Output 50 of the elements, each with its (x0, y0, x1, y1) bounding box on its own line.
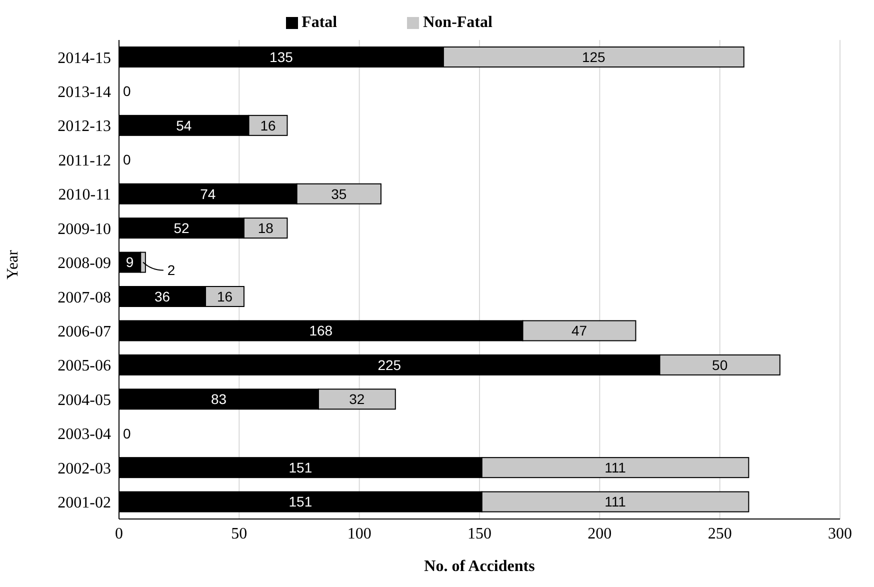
x-tick-label: 300 (828, 525, 852, 542)
y-tick-label: 2006-07 (58, 324, 111, 340)
y-axis-title: Year (4, 249, 22, 280)
x-axis-title: No. of Accidents (424, 558, 535, 575)
x-tick-label: 150 (468, 525, 492, 542)
y-tick-label: 2010-11 (58, 186, 111, 204)
data-label: 125 (582, 48, 606, 65)
data-label: 0 (123, 425, 131, 442)
y-tick-label: 2013-14 (58, 84, 111, 101)
data-label: 9 (126, 254, 134, 270)
data-label: 111 (604, 494, 626, 510)
data-label: 0 (123, 152, 131, 168)
data-label: 32 (349, 391, 365, 408)
x-tick-label: 0 (115, 525, 123, 542)
y-tick-label: 2014-15 (58, 50, 111, 67)
data-label: 168 (309, 322, 333, 339)
y-tick-label: 2005-06 (58, 358, 111, 375)
y-tick-label: 2009-10 (58, 220, 111, 238)
x-tick-label: 200 (588, 525, 612, 542)
y-tick-label: 2001-02 (58, 494, 111, 512)
x-tick-label: 50 (231, 525, 248, 542)
data-label: 225 (378, 356, 402, 373)
y-tick-label: 2003-04 (58, 426, 111, 444)
y-tick-label: 2011-12 (58, 152, 111, 170)
data-label: 151 (288, 459, 312, 476)
data-label: 2 (167, 262, 176, 278)
data-label: 111 (604, 459, 626, 476)
y-tick-label: 2002-03 (58, 460, 111, 478)
data-label: 16 (260, 117, 276, 134)
data-label: 16 (216, 288, 233, 304)
y-tick-label: 2008-09 (58, 255, 111, 272)
data-label: 35 (331, 186, 347, 202)
data-label: 47 (571, 322, 588, 339)
y-tick-label: 2004-05 (58, 392, 111, 409)
x-tick-label: 100 (347, 525, 372, 542)
x-tick-label: 250 (708, 525, 732, 542)
data-label: 135 (270, 48, 294, 65)
y-tick-label: 2007-08 (58, 289, 111, 306)
data-label: 74 (200, 186, 216, 202)
data-label: 151 (288, 494, 312, 510)
legend-label: Fatal (302, 14, 338, 31)
data-label: 83 (210, 391, 227, 408)
data-label: 52 (174, 220, 190, 236)
data-label: 18 (258, 220, 274, 236)
y-tick-label: 2012-13 (58, 118, 111, 136)
data-label: 50 (712, 356, 728, 373)
data-label: 0 (123, 83, 131, 100)
legend-label: Non-Fatal (423, 14, 492, 31)
data-label: 54 (176, 117, 192, 134)
data-label: 36 (154, 288, 170, 304)
